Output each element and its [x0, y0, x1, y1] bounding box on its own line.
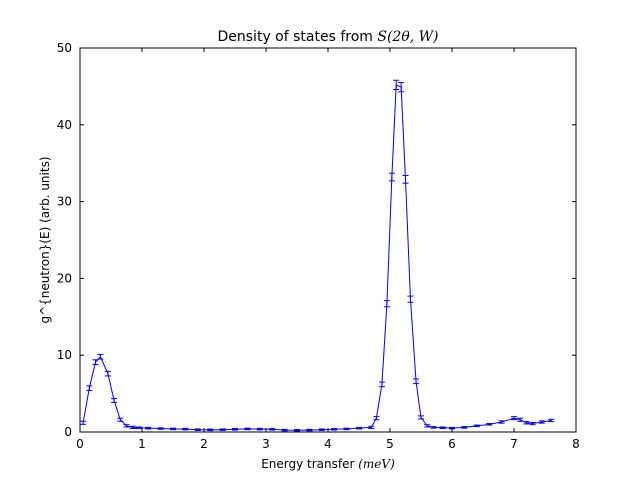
- error-bar: [439, 426, 446, 430]
- error-bar: [529, 421, 536, 426]
- error-bar: [194, 428, 201, 431]
- y-tick-label: 0: [64, 425, 72, 439]
- y-tick-label: 20: [57, 271, 72, 285]
- error-bar: [117, 417, 124, 422]
- series-line: [82, 84, 552, 431]
- x-tick-label: 6: [448, 437, 456, 451]
- error-bar: [407, 295, 414, 303]
- chart-title: Density of states from S(2θ, W): [218, 29, 439, 45]
- error-bar: [356, 426, 362, 430]
- error-bar: [294, 429, 300, 432]
- y-tick-label: 30: [57, 195, 72, 209]
- error-bar: [517, 417, 524, 422]
- error-bar: [402, 174, 409, 184]
- error-bar: [306, 428, 313, 432]
- error-bar: [129, 425, 136, 430]
- error-bar: [111, 398, 118, 403]
- svg-text:Density of states from S(2θ, W: Density of states from S(2θ, W): [218, 29, 439, 45]
- x-tick-label: 5: [386, 437, 394, 451]
- error-bar: [511, 416, 517, 421]
- error-bar: [269, 428, 276, 431]
- error-bar: [331, 428, 338, 431]
- axes-frame: [79, 47, 577, 433]
- x-axis-label-math: (meV): [358, 457, 395, 471]
- error-bar: [145, 426, 152, 430]
- error-bar: [318, 428, 325, 431]
- error-bar: [80, 420, 87, 425]
- error-bar: [523, 421, 530, 425]
- x-tick-label: 4: [324, 437, 332, 451]
- error-bar: [398, 82, 405, 93]
- error-bar: [157, 427, 164, 430]
- error-bar: [548, 418, 555, 423]
- error-bar: [378, 381, 385, 388]
- error-bar: [430, 426, 437, 429]
- x-tick-label: 1: [138, 437, 146, 451]
- error-bar: [86, 385, 93, 392]
- error-bar: [170, 427, 176, 431]
- x-tick-label: 2: [200, 437, 208, 451]
- error-bar: [207, 428, 214, 432]
- error-bar: [219, 428, 226, 431]
- x-tick-label: 3: [262, 437, 270, 451]
- error-bar: [538, 420, 545, 424]
- error-bar: [486, 423, 493, 426]
- error-bar: [373, 416, 380, 421]
- x-axis-label-text: Energy transfer: [261, 457, 358, 471]
- error-bar: [232, 428, 238, 431]
- error-bar: [368, 425, 375, 430]
- error-bar: [97, 353, 104, 360]
- chart-title-math: S(2θ, W): [377, 29, 438, 45]
- error-bar: [92, 359, 99, 365]
- error-bar: [104, 370, 111, 377]
- x-tick-label: 8: [572, 437, 580, 451]
- error-bar: [123, 424, 130, 428]
- error-bar: [461, 426, 468, 429]
- error-bar: [343, 427, 350, 431]
- x-tick-label: 7: [510, 437, 518, 451]
- error-bar: [424, 424, 431, 428]
- y-axis: 0 10 20 30 40 50: [57, 41, 576, 439]
- error-bar: [413, 378, 420, 385]
- error-bar: [383, 300, 390, 308]
- chart-title-text: Density of states from: [218, 29, 378, 45]
- error-bar: [388, 172, 395, 182]
- y-axis-label: g^{neutron}(E) (arb. units): [38, 156, 52, 323]
- error-bar: [418, 415, 424, 420]
- error-bar: [244, 427, 251, 431]
- x-axis-label: Energy transfer (meV): [261, 457, 395, 471]
- x-tick-label: 0: [76, 437, 84, 451]
- error-bar: [182, 427, 189, 431]
- y-tick-label: 50: [57, 41, 72, 55]
- y-tick-label: 10: [57, 348, 72, 362]
- x-axis: 0 1 2 3 4 5 6 7 8: [76, 48, 580, 451]
- error-bar: [498, 420, 505, 424]
- error-bar: [473, 424, 480, 428]
- error-bar: [135, 426, 142, 430]
- error-bar: [393, 79, 400, 90]
- error-bar: [256, 427, 263, 431]
- plot-area: [80, 79, 555, 432]
- y-tick-label: 40: [57, 118, 72, 132]
- error-bar: [281, 428, 288, 432]
